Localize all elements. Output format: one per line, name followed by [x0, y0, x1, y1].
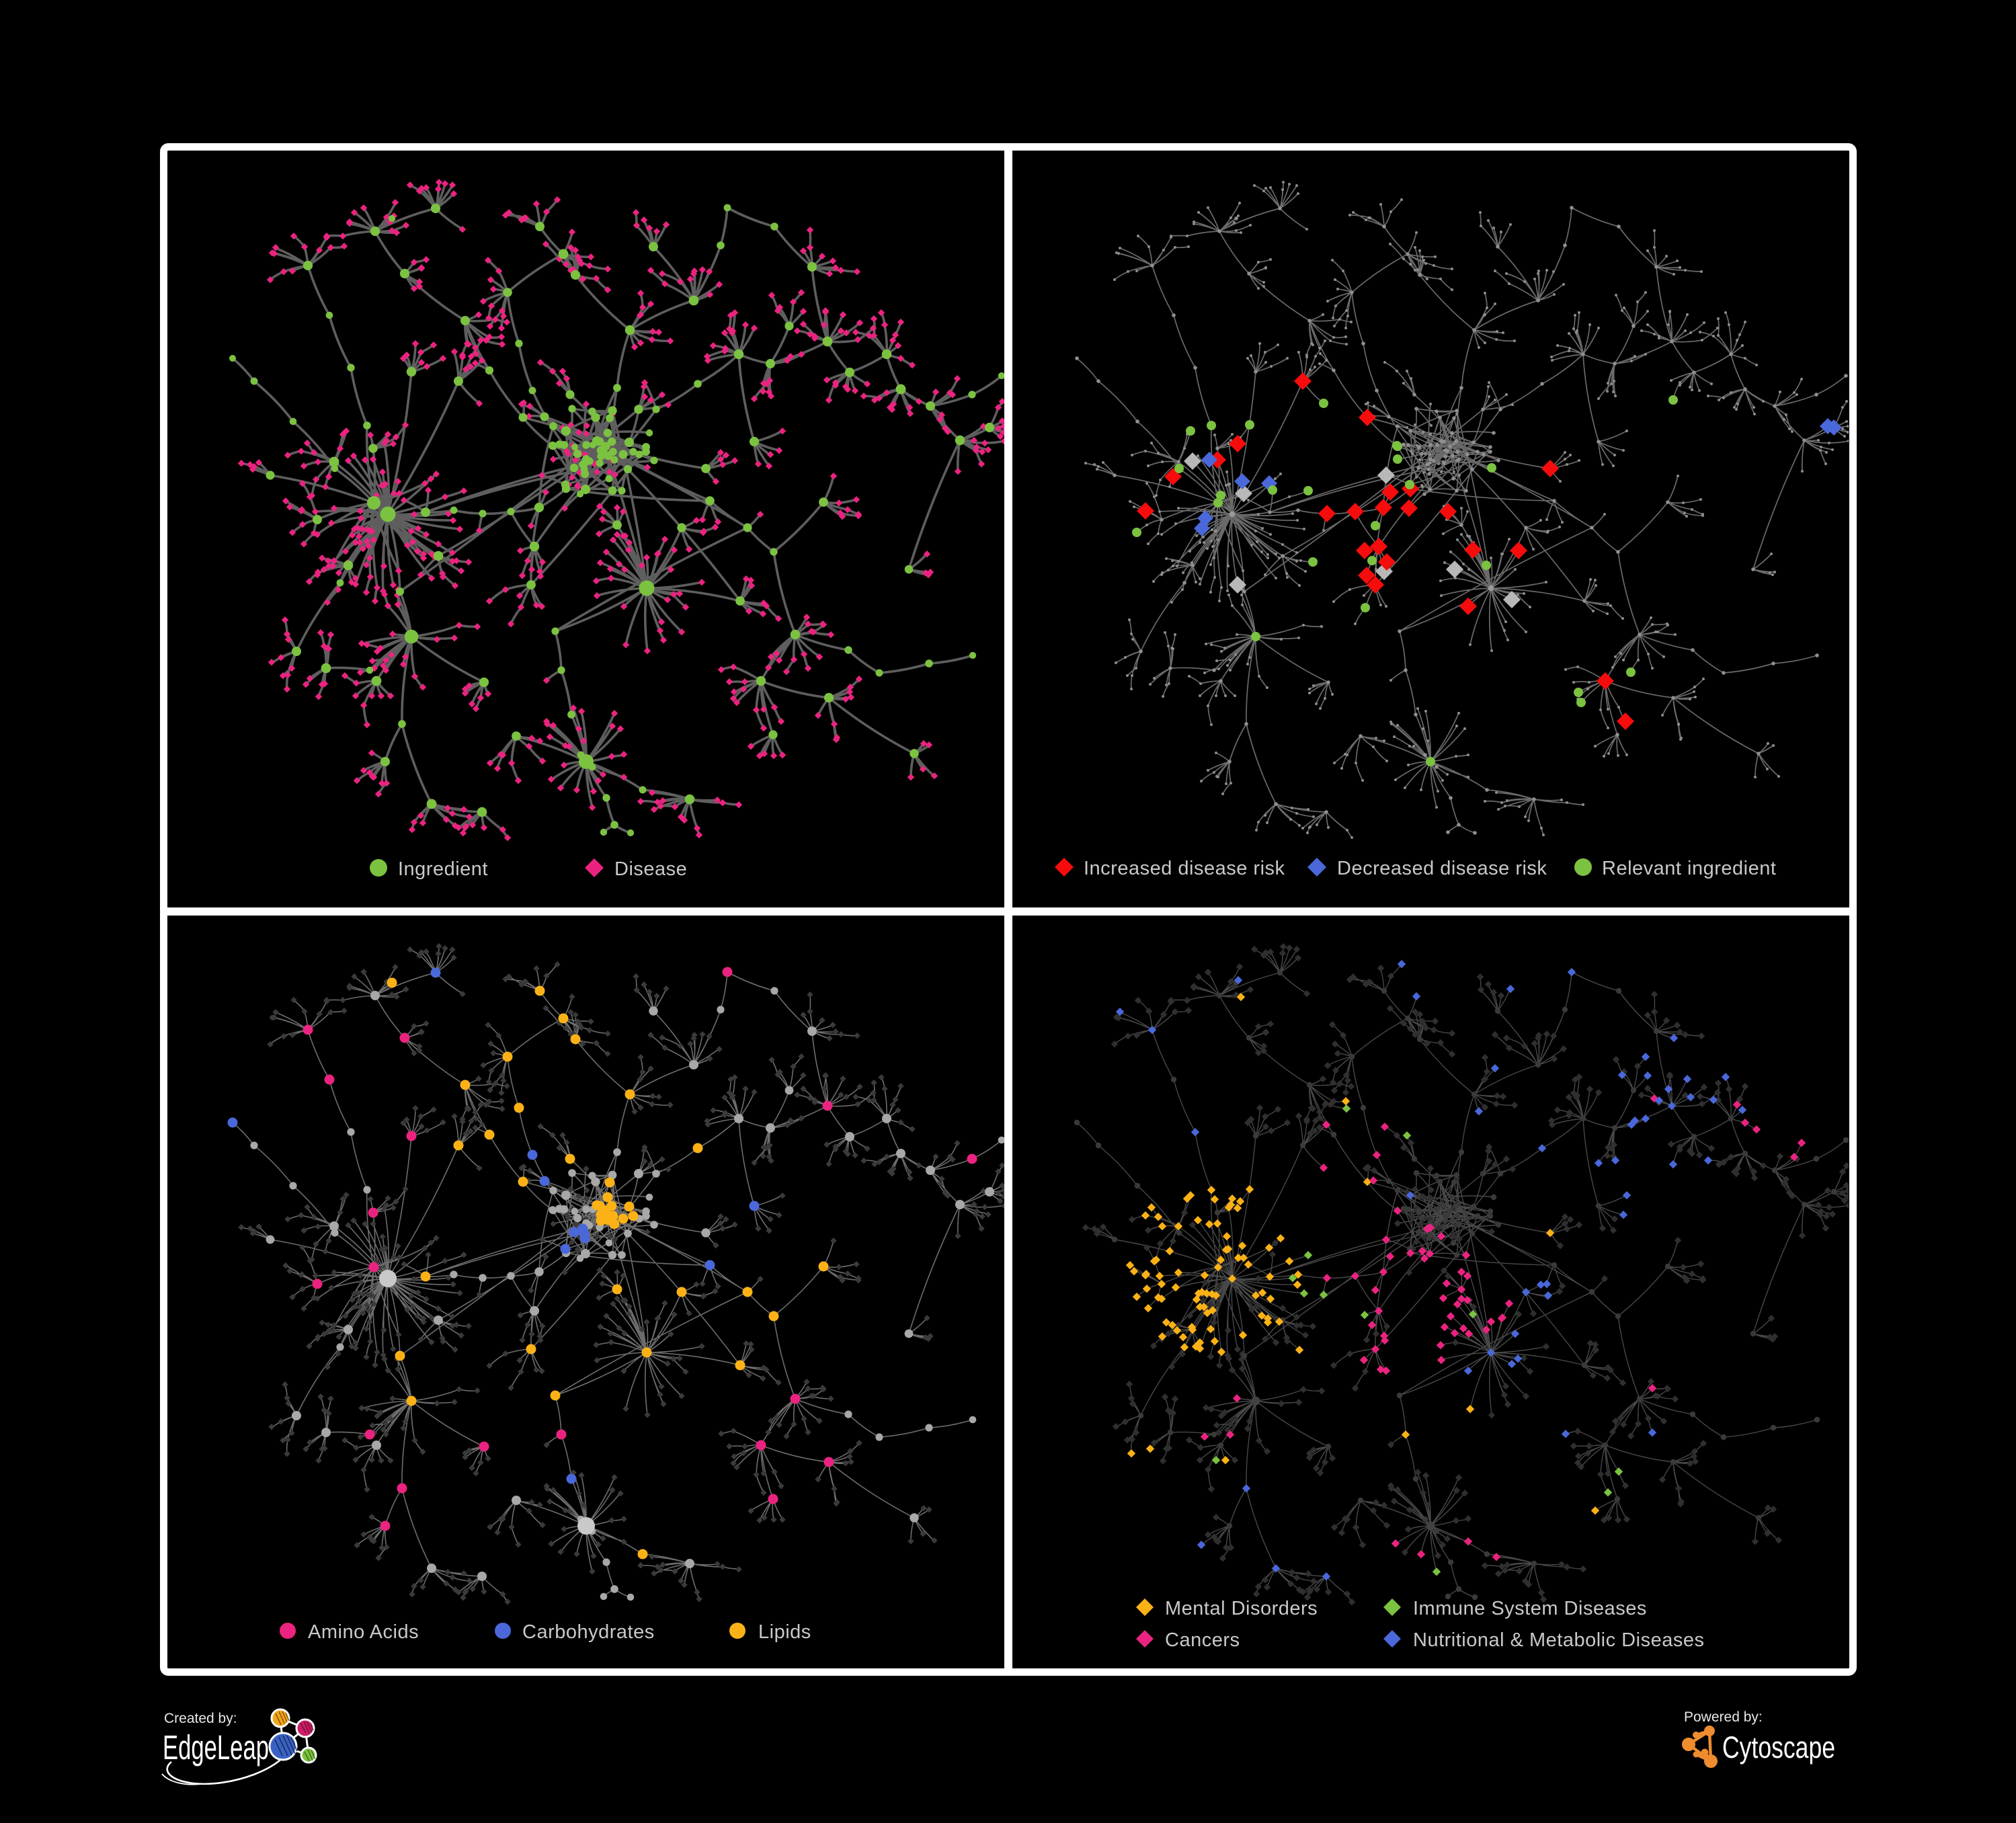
svg-text:Ingredient: Ingredient [398, 858, 488, 880]
svg-text:Carbohydrates: Carbohydrates [522, 1621, 655, 1643]
svg-text:Amino Acids: Amino Acids [308, 1621, 419, 1643]
svg-text:Decreased disease risk: Decreased disease risk [1337, 858, 1547, 879]
svg-text:Disease: Disease [614, 858, 687, 880]
svg-text:Relevant ingredient: Relevant ingredient [1602, 858, 1776, 879]
svg-text:Nutritional & Metabolic Diseas: Nutritional & Metabolic Diseases [1413, 1629, 1704, 1651]
svg-text:Immune System Diseases: Immune System Diseases [1413, 1598, 1647, 1619]
svg-text:Increased disease risk: Increased disease risk [1084, 858, 1285, 879]
svg-text:Created by:: Created by: [164, 1711, 237, 1726]
svg-text:Cytoscape: Cytoscape [1722, 1730, 1835, 1765]
svg-text:Mental Disorders: Mental Disorders [1165, 1598, 1318, 1619]
svg-text:Lipids: Lipids [758, 1621, 811, 1643]
svg-text:Powered by:: Powered by: [1684, 1709, 1763, 1725]
svg-text:EdgeLeap: EdgeLeap [163, 1728, 269, 1767]
svg-text:Cancers: Cancers [1165, 1629, 1240, 1651]
